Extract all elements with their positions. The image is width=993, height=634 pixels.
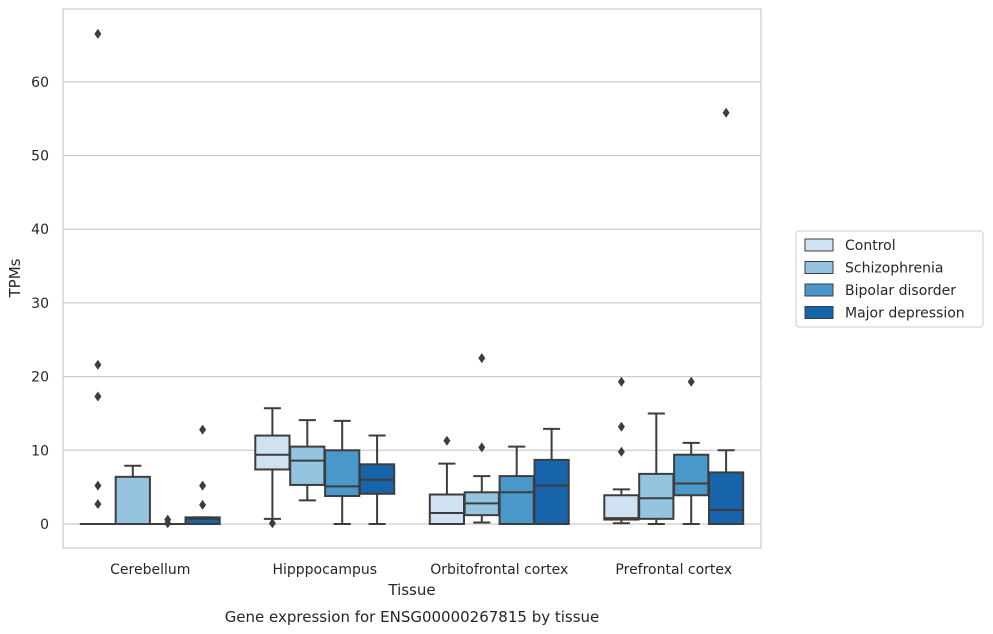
box-iqr [498,475,535,525]
outlier-point [94,391,102,402]
x-tick-label: Cerebellum [110,562,190,578]
box-group [707,107,745,526]
y-axis-label: TPMs [6,258,24,298]
box-group [638,412,675,525]
outlier-point [617,421,625,432]
box-group [603,376,640,525]
legend-frame [795,230,984,328]
y-tick-label: 20 [31,370,49,386]
outlier-point [199,499,207,510]
box-iqr [289,445,326,486]
box-iqr [603,494,640,521]
outlier-point [199,480,207,491]
box-group [673,376,710,525]
outlier-point [94,480,102,491]
legend-label: Control [845,238,896,254]
box-group [463,353,500,524]
legend-swatch [804,261,834,274]
legend-swatch [804,238,834,252]
outlier-point [199,424,207,435]
y-tick-label: 40 [31,222,49,238]
box-iqr [254,434,291,471]
chart-caption: Gene expression for ENSG00000267815 by t… [225,608,600,626]
box-group [533,427,570,526]
y-tick-label: 0 [40,517,49,533]
legend: Control Schizophrenia Bipolar disorder Majo… [795,230,984,328]
box-series [79,28,745,529]
box-group [428,435,466,525]
y-tick-label: 60 [31,75,49,91]
legend-swatch [804,283,834,297]
box-group [289,419,326,502]
box-iqr [184,516,221,526]
outlier-point [164,518,172,529]
y-tick-label: 50 [31,149,49,165]
x-tick-label: Hipppocampus [272,562,377,578]
y-tick-label: 30 [31,296,49,312]
outlier-point [478,442,486,453]
outlier-point [443,435,451,446]
box-iqr [673,453,710,497]
outlier-point [94,499,102,510]
y-tick-label: 10 [31,443,49,459]
x-axis-ticks: Cerebellum Hipppocampus Orbitofrontal cort… [110,562,732,578]
y-axis-ticks: 0 10 20 30 40 50 60 [31,75,49,533]
legend-label: Schizophrenia [845,261,943,277]
box-group [114,464,151,525]
legend-label: Bipolar disorder [845,283,956,299]
x-axis-label: Tissue [387,581,435,599]
outlier-point [268,518,276,529]
box-group [184,424,221,526]
x-tick-label: Prefrontal cortex [615,562,732,578]
box-iqr [428,493,466,525]
box-iqr [533,458,570,526]
box-group [498,445,535,525]
legend-swatch [804,306,834,319]
box-iqr [638,472,675,520]
box-group [149,514,186,529]
outlier-point [617,446,625,457]
outlier-point [617,376,625,387]
x-tick-label: Orbitofrontal cortex [430,562,568,578]
box-group [358,434,396,525]
outlier-point [687,376,695,387]
box-iqr [114,475,151,525]
outlier-point [478,353,486,364]
legend-label: Major depression [845,306,965,322]
outlier-point [94,359,102,370]
outlier-point [722,107,730,118]
plot-area-frame [62,8,762,549]
box-iqr [707,471,745,526]
box-iqr [324,449,361,497]
outlier-point [94,28,102,39]
